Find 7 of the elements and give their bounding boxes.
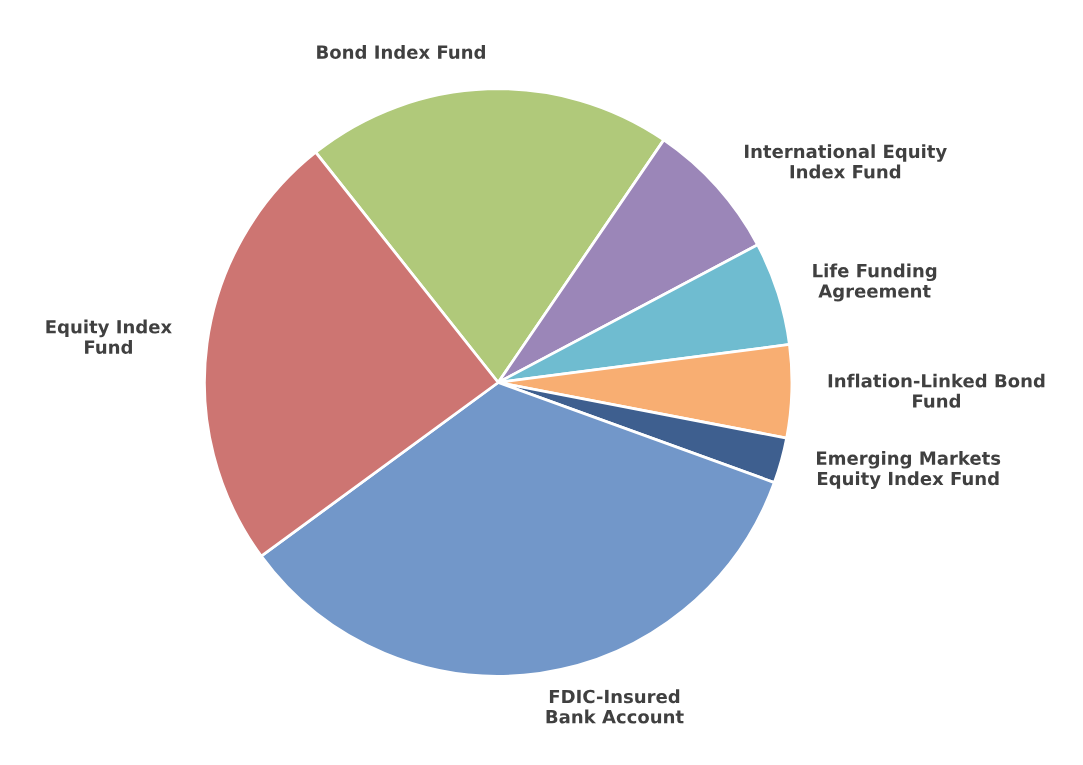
slice-label: Emerging Markets Equity Index Fund [817,450,1001,489]
slice-label: Bond Index Fund [317,44,485,59]
slice-label: International Equity Index Fund [745,144,947,179]
slice-label: Equity Index Fund [46,319,172,354]
slice-label: FDIC-Insured Bank Account [546,689,684,724]
slice-label: Inflation-Linked Bond Fund [828,373,1045,408]
slice-label: Life Funding Agreement [813,263,937,302]
